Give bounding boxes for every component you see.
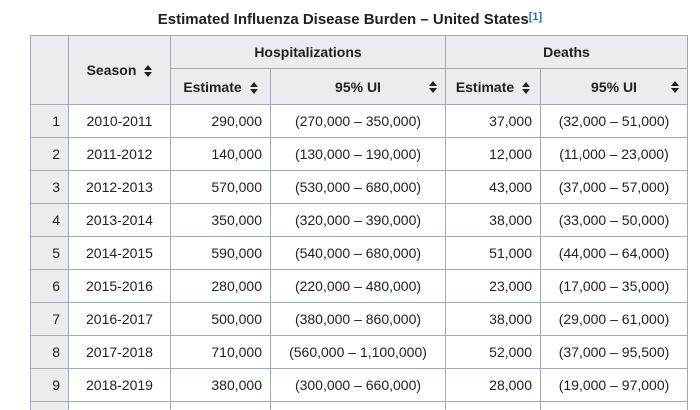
death-estimate-cell: 12,000 (445, 137, 541, 171)
corner-cell (30, 35, 69, 105)
influenza-burden-table: Season Hospitalizations Deaths Estimate … (30, 35, 688, 410)
hosp-ui-cell: (220,000 – 480,000) (270, 269, 446, 303)
table-row-clipped (30, 401, 688, 410)
season-cell: 2011-2012 (68, 137, 171, 171)
row-number: 3 (30, 170, 69, 204)
death-estimate-cell: 28,000 (445, 368, 541, 402)
hosp-estimate-cell: 140,000 (170, 137, 271, 171)
death-estimate-cell: 52,000 (445, 335, 541, 369)
hosp-estimate-cell (170, 401, 271, 410)
row-number: 2 (30, 137, 69, 171)
death-ui-cell: (37,000 – 95,500) (540, 335, 688, 369)
row-number: 4 (30, 203, 69, 237)
sort-icon (522, 81, 531, 94)
hosp-ui-cell: (540,000 – 680,000) (270, 236, 446, 270)
season-cell: 2012-2013 (68, 170, 171, 204)
season-cell: 2010-2011 (68, 104, 171, 138)
row-number: 6 (30, 269, 69, 303)
hosp-ui-cell: (530,000 – 680,000) (270, 170, 446, 204)
hosp-ui-cell (270, 401, 446, 410)
hosp-ui-cell: (380,000 – 860,000) (270, 302, 446, 336)
hosp-estimate-cell: 590,000 (170, 236, 271, 270)
death-estimate-cell: 38,000 (445, 203, 541, 237)
table-caption: Estimated Influenza Disease Burden – Uni… (0, 0, 700, 35)
hosp-estimate-cell: 710,000 (170, 335, 271, 369)
season-cell: 2016-2017 (68, 302, 171, 336)
hosp-estimate-header-label: Estimate (183, 78, 242, 95)
column-header-death-estimate[interactable]: Estimate (445, 68, 541, 105)
hosp-ui-cell: (130,000 – 190,000) (270, 137, 446, 171)
column-header-season[interactable]: Season (68, 35, 171, 105)
group-header-deaths: Deaths (445, 35, 688, 69)
sort-icon (249, 81, 258, 94)
hosp-ui-cell: (560,000 – 1,100,000) (270, 335, 446, 369)
column-header-death-ui[interactable]: 95% UI (540, 68, 688, 105)
season-header-label: Season (86, 62, 137, 78)
death-estimate-cell (445, 401, 541, 410)
sort-icon (429, 80, 437, 93)
row-number: 5 (30, 236, 69, 270)
table-row: 4 2013-2014 350,000 (320,000 – 390,000) … (30, 203, 688, 237)
death-ui-header-label: 95% UI (591, 78, 637, 95)
hosp-ui-cell: (300,000 – 660,000) (270, 368, 446, 402)
season-cell: 2017-2018 (68, 335, 171, 369)
sort-icon (144, 65, 153, 78)
table-row: 3 2012-2013 570,000 (530,000 – 680,000) … (30, 170, 688, 204)
season-cell: 2018-2019 (68, 368, 171, 402)
hosp-estimate-cell: 380,000 (170, 368, 271, 402)
season-cell (68, 401, 171, 410)
table-title: Estimated Influenza Disease Burden – Uni… (157, 11, 529, 28)
sort-icon (671, 80, 679, 93)
row-number: 7 (30, 302, 69, 336)
table-row: 1 2010-2011 290,000 (270,000 – 350,000) … (30, 104, 688, 138)
row-number (30, 401, 69, 410)
hosp-estimate-cell: 500,000 (170, 302, 271, 336)
death-ui-cell: (11,000 – 23,000) (540, 137, 688, 171)
hosp-ui-cell: (320,000 – 390,000) (270, 203, 446, 237)
hosp-ui-cell: (270,000 – 350,000) (270, 104, 446, 138)
row-number: 9 (30, 368, 69, 402)
death-ui-cell: (37,000 – 57,000) (540, 170, 688, 204)
table-row: 6 2015-2016 280,000 (220,000 – 480,000) … (30, 269, 688, 303)
death-ui-cell: (44,000 – 64,000) (540, 236, 688, 270)
death-ui-cell (540, 401, 688, 410)
table-row: 8 2017-2018 710,000 (560,000 – 1,100,000… (30, 335, 688, 369)
hosp-estimate-cell: 570,000 (170, 170, 271, 204)
death-ui-cell: (32,000 – 51,000) (540, 104, 688, 138)
group-header-hospitalizations: Hospitalizations (170, 35, 446, 69)
season-cell: 2014-2015 (68, 236, 171, 270)
death-estimate-header-label: Estimate (455, 78, 515, 95)
row-number: 1 (30, 104, 69, 138)
season-cell: 2015-2016 (68, 269, 171, 303)
reference-link[interactable]: [1] (528, 11, 543, 24)
table-row: 9 2018-2019 380,000 (300,000 – 660,000) … (30, 368, 688, 402)
column-header-hosp-ui[interactable]: 95% UI (270, 68, 446, 105)
death-ui-cell: (33,000 – 50,000) (540, 203, 688, 237)
hosp-estimate-cell: 280,000 (170, 269, 271, 303)
season-cell: 2013-2014 (68, 203, 171, 237)
death-estimate-cell: 23,000 (445, 269, 541, 303)
hosp-estimate-cell: 350,000 (170, 203, 271, 237)
row-number: 8 (30, 335, 69, 369)
header-sub-row: Estimate 95% UI Estimate 95% UI (31, 68, 688, 105)
table-row: 7 2016-2017 500,000 (380,000 – 860,000) … (30, 302, 688, 336)
death-ui-cell: (17,000 – 35,000) (540, 269, 688, 303)
death-estimate-cell: 38,000 (445, 302, 541, 336)
table-row: 2 2011-2012 140,000 (130,000 – 190,000) … (30, 137, 688, 171)
death-ui-cell: (19,000 – 97,000) (540, 368, 688, 402)
hosp-estimate-cell: 290,000 (170, 104, 271, 138)
death-ui-cell: (29,000 – 61,000) (540, 302, 688, 336)
column-header-hosp-estimate[interactable]: Estimate (170, 68, 271, 105)
death-estimate-cell: 51,000 (445, 236, 541, 270)
hosp-ui-header-label: 95% UI (335, 78, 381, 95)
table-row: 5 2014-2015 590,000 (540,000 – 680,000) … (30, 236, 688, 270)
death-estimate-cell: 37,000 (445, 104, 541, 138)
death-estimate-cell: 43,000 (445, 170, 541, 204)
header-group-row: Season Hospitalizations Deaths (30, 35, 688, 105)
reference-superscript: [1] (529, 12, 542, 23)
